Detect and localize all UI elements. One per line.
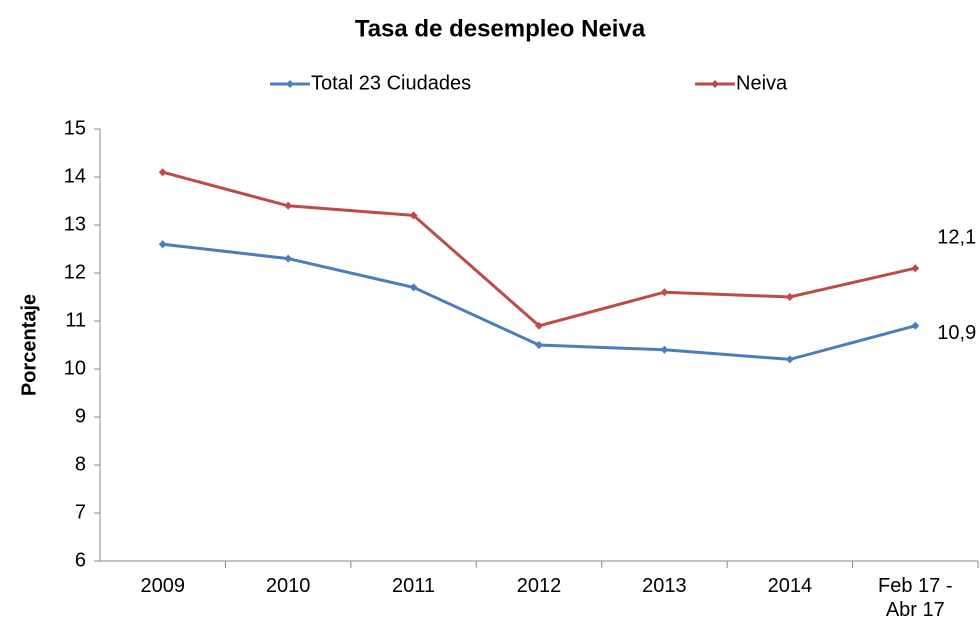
point (535, 341, 543, 349)
point (284, 254, 293, 263)
x-tick-label: 2012 (516, 575, 562, 597)
point (284, 201, 293, 210)
y-tick-label: 12 (64, 261, 86, 283)
point (911, 321, 920, 330)
y-tick-label: 6 (75, 549, 86, 571)
y-axis-label: Porcentaje (18, 294, 40, 396)
value-label: 10,9 (937, 322, 976, 344)
y-tick-label: 7 (75, 501, 86, 523)
y-tick-label: 9 (75, 405, 86, 427)
point (409, 283, 418, 292)
x-tick-label: 2009 (140, 575, 185, 597)
y-tick-label: 11 (65, 309, 86, 331)
y-tick-label: 14 (64, 165, 86, 187)
y-tick-label: 8 (75, 453, 86, 475)
point (785, 293, 794, 301)
x-tick-label: 2010 (265, 575, 311, 597)
point (660, 345, 669, 354)
y-tick-label: 10 (64, 357, 86, 379)
x-tick-label: 2011 (392, 575, 436, 597)
x-tick-label: Feb 17 - Abr 17 (878, 575, 953, 621)
value-label: 12,1 (937, 226, 976, 248)
x-tick-label: 2013 (642, 575, 687, 597)
point (158, 168, 167, 177)
point (660, 288, 669, 297)
legend-marker (711, 80, 719, 88)
y-tick-label: 13 (64, 213, 86, 235)
legend-label: Neiva (736, 72, 788, 94)
point (785, 355, 794, 364)
legend-label: Total 23 Ciudades (311, 72, 471, 94)
point (911, 264, 920, 273)
point (158, 240, 167, 249)
legend-marker (286, 80, 294, 88)
y-tick-label: 15 (64, 117, 86, 139)
point (535, 321, 543, 330)
x-tick-label: 2014 (767, 575, 813, 597)
chart-title: Tasa de desempleo Neiva (355, 15, 646, 42)
series-line (162, 170, 916, 328)
point (409, 211, 418, 220)
